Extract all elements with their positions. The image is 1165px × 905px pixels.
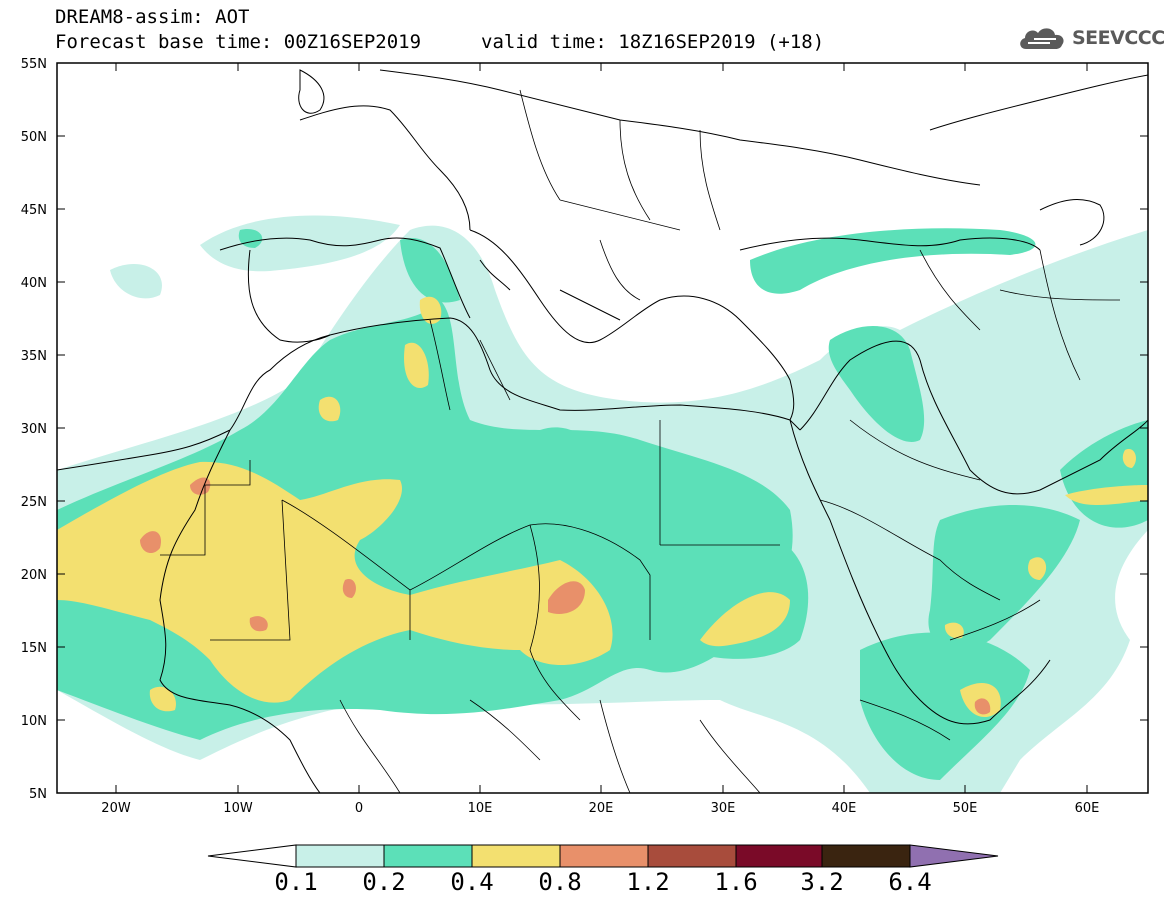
colorbar-tick: 0.4 (450, 868, 494, 896)
lon-label: 50E (953, 801, 978, 816)
lat-label: 5N (29, 787, 47, 802)
colorbar-tick: 0.8 (538, 868, 582, 896)
plot-title: DREAM8-assim: AOT (55, 6, 250, 28)
coastlines (57, 69, 1148, 793)
seevccc-logo: SEEVCCC (1016, 22, 1165, 54)
aot-level-0.4 (57, 296, 1148, 718)
colorbar-tick: 6.4 (888, 868, 932, 896)
latitude-axis (57, 62, 1148, 721)
longitude-axis (115, 63, 1088, 793)
lat-label: 15N (21, 641, 47, 656)
lat-label: 50N (21, 130, 47, 145)
lat-label: 20N (21, 568, 47, 583)
lat-label: 10N (21, 714, 47, 729)
lat-label: 30N (21, 422, 47, 437)
lon-label: 0 (355, 801, 363, 816)
lat-label: 45N (21, 203, 47, 218)
lat-label: 25N (21, 495, 47, 510)
lon-label: 60E (1075, 801, 1100, 816)
valid-time: valid time: 18Z16SEP2019 (+18) (481, 31, 825, 53)
lon-label: 20E (589, 801, 614, 816)
lon-label: 40E (832, 801, 857, 816)
aot-field (57, 63, 1148, 793)
lat-label: 55N (21, 57, 47, 72)
colorbar-tick: 3.2 (800, 868, 844, 896)
colorbar-tick: 0.2 (362, 868, 406, 896)
lon-label: 30E (711, 801, 736, 816)
lat-label: 40N (21, 276, 47, 291)
colorbar-tick: 0.1 (274, 868, 318, 896)
colorbar-tick: 1.2 (626, 868, 670, 896)
cloud-icon (1020, 28, 1064, 49)
logo-text: SEEVCCC (1072, 27, 1165, 49)
lon-label: 20W (101, 801, 131, 816)
country-borders (160, 89, 1121, 793)
forecast-base-time: Forecast base time: 00Z16SEP2019 (55, 31, 422, 53)
lon-label: 10W (223, 801, 253, 816)
lat-label: 35N (21, 349, 47, 364)
colorbar-tick: 1.6 (714, 868, 758, 896)
lon-label: 10E (468, 801, 493, 816)
